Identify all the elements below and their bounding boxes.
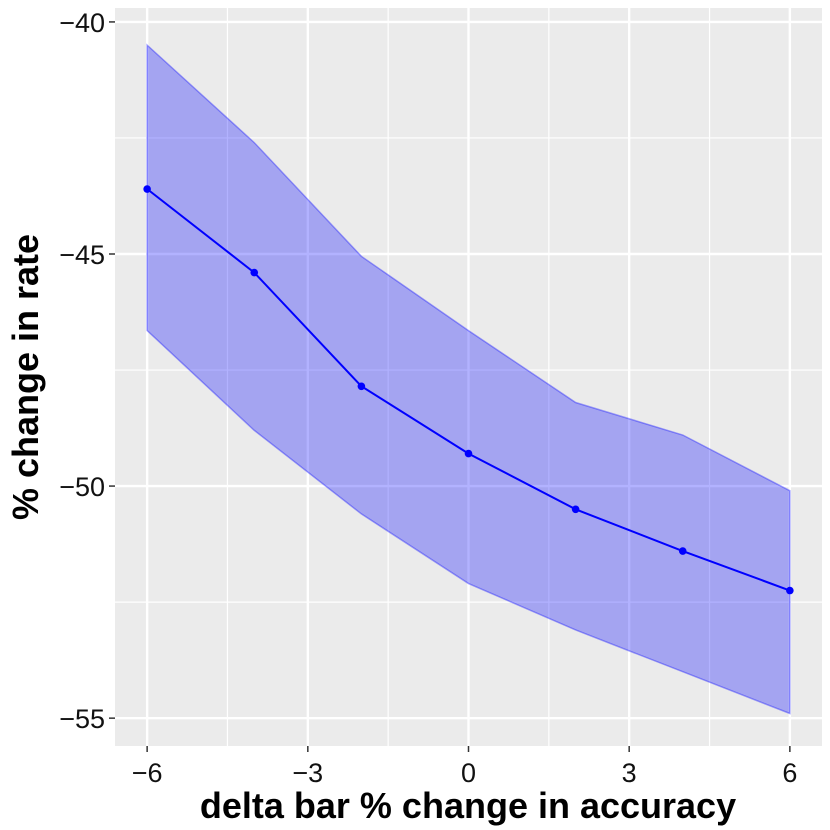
data-point: [786, 586, 794, 595]
x-tick-label: 0: [461, 758, 476, 788]
y-tick-label: −50: [59, 472, 105, 502]
x-tick-label: 3: [622, 758, 637, 788]
x-tick-label: −6: [132, 758, 163, 788]
y-tick-label: −40: [59, 8, 105, 38]
y-tick-labels: −55 −50 −45 −40: [59, 8, 105, 734]
data-point: [143, 185, 151, 193]
x-axis-title: delta bar % change in accuracy: [200, 785, 736, 826]
y-tick-label: −55: [59, 704, 105, 734]
x-tick-label: −3: [292, 758, 323, 788]
y-axis-title: % change in rate: [5, 234, 46, 520]
data-point: [571, 505, 580, 514]
axis-ticks: [109, 21, 791, 752]
data-point: [464, 449, 473, 458]
data-point: [678, 547, 687, 555]
x-tick-label: 6: [782, 758, 797, 788]
y-tick-label: −45: [59, 240, 105, 270]
confidence-band: [146, 43, 791, 715]
data-points: [143, 185, 794, 595]
data-point: [250, 268, 259, 277]
confidence-band-area: [146, 43, 791, 715]
data-point: [357, 382, 366, 391]
grid-major: [115, 8, 822, 746]
x-tick-labels: −6 −3 0 3 6: [132, 758, 798, 788]
